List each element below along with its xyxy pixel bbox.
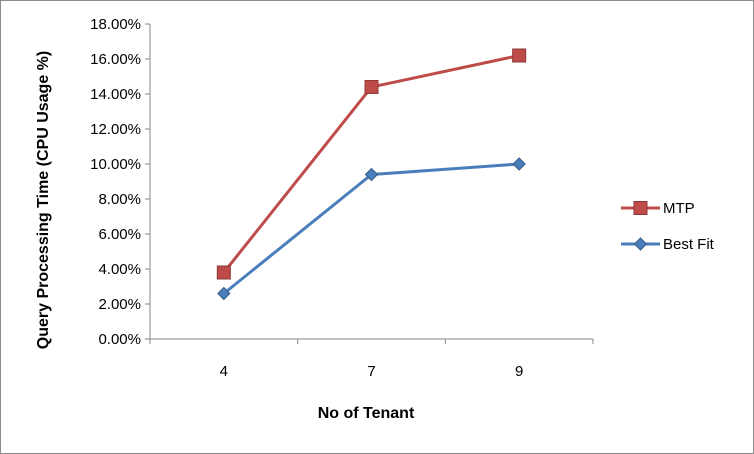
data-point (364, 167, 379, 182)
y-tick-label: 14.00% (90, 86, 141, 103)
data-point (512, 157, 526, 171)
legend-label: MTP (663, 200, 695, 217)
x-tick-label: 9 (515, 363, 523, 380)
x-tick-label: 4 (220, 363, 228, 380)
axes (149, 24, 593, 340)
legend-item: MTP (621, 200, 695, 217)
data-point (364, 80, 379, 94)
legend-marker (633, 201, 648, 215)
y-tick-label: 10.00% (90, 156, 141, 173)
y-axis-title: Query Processing Time (CPU Usage %) (35, 51, 52, 349)
series-best-fit (217, 157, 526, 301)
data-point (217, 286, 231, 301)
legend: MTP Best Fit (621, 200, 715, 253)
data-point (512, 48, 527, 63)
legend-marker (633, 237, 648, 251)
y-tick-label: 2.00% (98, 296, 141, 313)
y-tick-label: 12.00% (90, 121, 141, 138)
x-axis-title: No of Tenant (318, 405, 415, 422)
series-line (222, 162, 520, 295)
series-layer (216, 48, 527, 301)
data-point (216, 265, 231, 280)
legend-label: Best Fit (663, 236, 715, 253)
y-tick-label: 6.00% (98, 226, 141, 243)
y-tick-label: 18.00% (90, 16, 141, 33)
y-tick-label: 16.00% (90, 51, 141, 68)
y-ticks: 0.00% 2.00% 4.00% 6.00% 8.00% 10.00% 12.00% 14.… (90, 16, 150, 348)
y-tick-label: 4.00% (98, 261, 141, 278)
x-ticks: 4 7 9 (149, 339, 594, 380)
x-tick-label: 7 (367, 363, 375, 380)
y-tick-label: 0.00% (98, 331, 141, 348)
y-tick-label: 8.00% (98, 191, 141, 208)
legend-item: Best Fit (621, 236, 715, 253)
series-mtp (216, 48, 527, 280)
